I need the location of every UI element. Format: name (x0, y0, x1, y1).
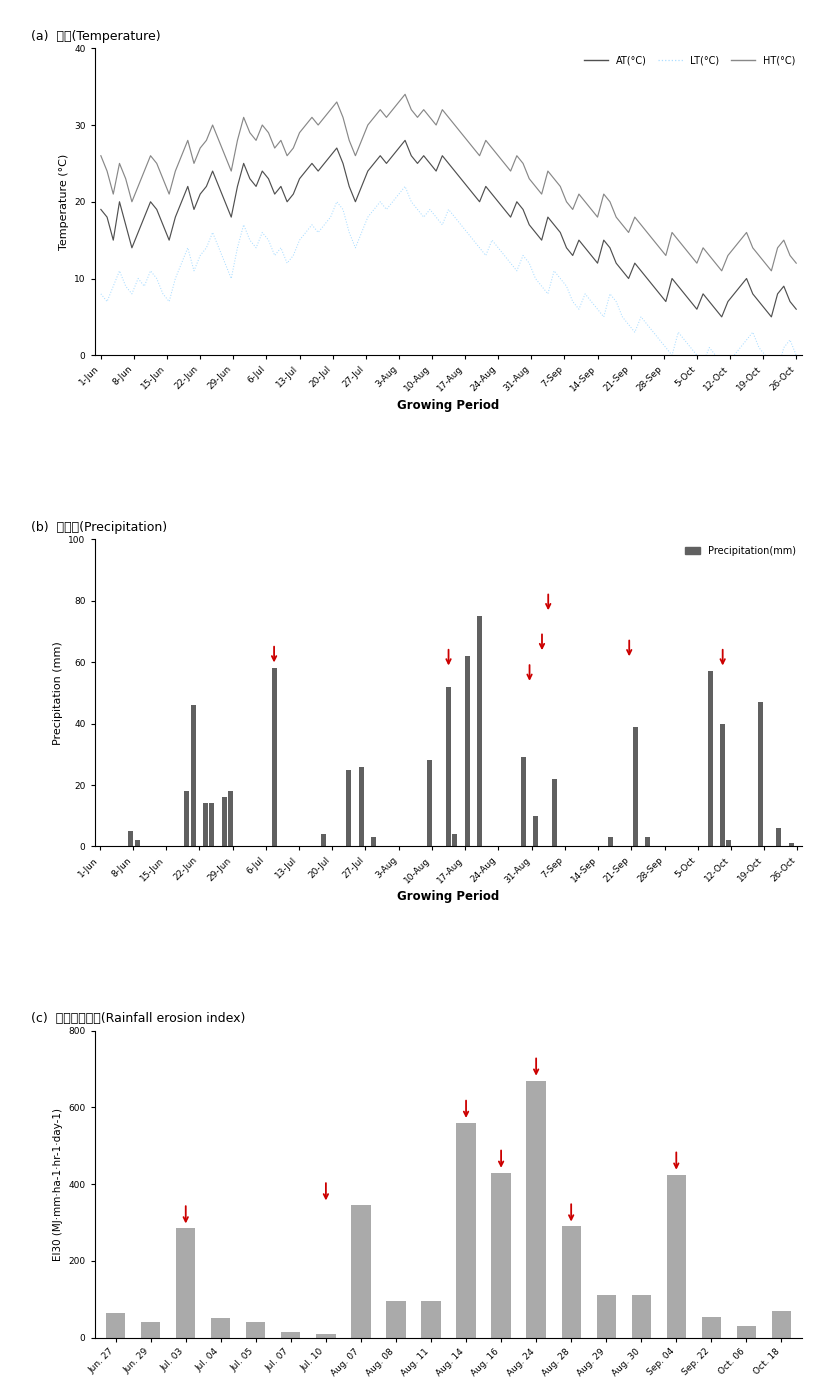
Bar (246, 1322, 266, 1338)
Bar (212, 1318, 230, 1338)
Bar (128, 832, 133, 847)
Bar (351, 1205, 370, 1338)
Bar (702, 1317, 721, 1338)
Bar (608, 837, 613, 847)
Bar (708, 672, 713, 847)
Legend: Precipitation(mm): Precipitation(mm) (681, 542, 799, 560)
Bar (134, 840, 140, 847)
Text: (c)  강우침식인자(Rainfall erosion index): (c) 강우침식인자(Rainfall erosion index) (31, 1012, 245, 1026)
Bar (281, 1332, 300, 1338)
Bar (667, 1175, 686, 1338)
Bar (228, 792, 233, 847)
Bar (633, 727, 638, 847)
Bar (561, 1226, 581, 1338)
Bar (527, 1081, 546, 1338)
Bar (720, 724, 725, 847)
Bar (209, 804, 214, 847)
Bar (533, 816, 538, 847)
Bar (645, 837, 650, 847)
Bar (772, 1311, 791, 1338)
Bar (727, 840, 732, 847)
Bar (221, 797, 226, 847)
Bar (191, 705, 196, 847)
Y-axis label: Precipitation (mm): Precipitation (mm) (53, 641, 63, 745)
Bar (316, 1333, 336, 1338)
Bar (453, 834, 458, 847)
Bar (272, 669, 277, 847)
Bar (457, 1123, 476, 1338)
Y-axis label: EI30 (MJ·mm·ha-1·hr-1·day-1): EI30 (MJ·mm·ha-1·hr-1·day-1) (53, 1107, 63, 1260)
Bar (521, 757, 526, 847)
Text: (a)  온도(Temperature): (a) 온도(Temperature) (31, 30, 160, 43)
Bar (346, 769, 351, 847)
Bar (106, 1313, 125, 1338)
Bar (465, 656, 470, 847)
Legend: AT(°C), LT(°C), HT(°C): AT(°C), LT(°C), HT(°C) (579, 51, 799, 69)
Bar (776, 827, 781, 847)
Bar (552, 779, 557, 847)
Bar (184, 792, 189, 847)
Bar (446, 687, 451, 847)
Y-axis label: Temperature (°C): Temperature (°C) (58, 153, 68, 250)
Bar (203, 804, 208, 847)
Bar (386, 1302, 406, 1338)
Bar (491, 1172, 511, 1338)
Bar (371, 837, 376, 847)
X-axis label: Growing Period: Growing Period (398, 399, 500, 412)
Text: (b)  강우량(Precipitation): (b) 강우량(Precipitation) (31, 521, 167, 534)
Bar (631, 1295, 651, 1338)
X-axis label: Growing Period: Growing Period (398, 889, 500, 903)
Bar (597, 1295, 616, 1338)
Bar (477, 616, 482, 847)
Bar (427, 760, 432, 847)
Bar (788, 844, 793, 847)
Bar (757, 702, 763, 847)
Bar (737, 1327, 756, 1338)
Bar (176, 1229, 195, 1338)
Bar (421, 1302, 440, 1338)
Bar (141, 1322, 160, 1338)
Bar (322, 834, 327, 847)
Bar (359, 767, 364, 847)
